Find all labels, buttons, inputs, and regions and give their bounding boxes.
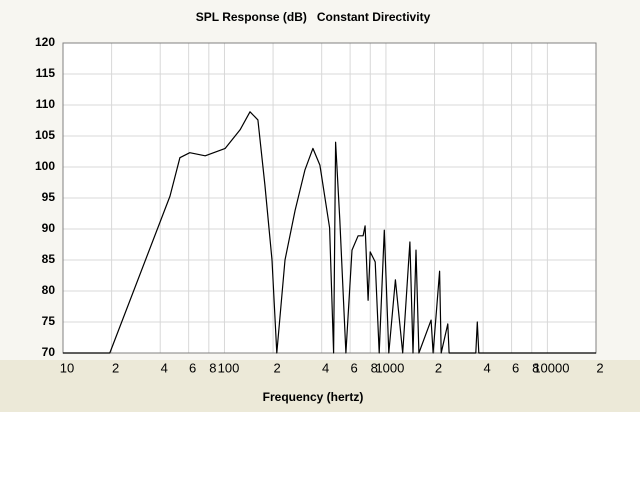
x-tick-label: 10 bbox=[60, 360, 74, 375]
x-tick-label: 8 bbox=[371, 360, 378, 375]
x-tick-label: 1000 bbox=[375, 360, 404, 375]
x-tick-label: 2 bbox=[596, 360, 603, 375]
y-tick-label: 75 bbox=[42, 314, 56, 328]
x-tick-label: 6 bbox=[189, 360, 196, 375]
y-tick-label: 120 bbox=[35, 35, 55, 49]
x-tick-label: 2 bbox=[112, 360, 119, 375]
chart-title: SPL Response (dB) Constant Directivity bbox=[196, 10, 431, 24]
y-tick-label: 110 bbox=[36, 97, 56, 111]
spl-line bbox=[63, 111, 596, 354]
y-tick-label: 80 bbox=[42, 283, 56, 297]
x-tick-label: 100 bbox=[218, 360, 240, 375]
y-tick-label: 105 bbox=[35, 128, 55, 142]
x-tick-label: 2 bbox=[435, 360, 442, 375]
plot-frame bbox=[62, 42, 597, 354]
x-tick-label: 10000 bbox=[533, 360, 569, 375]
x-tick-label: 2 bbox=[273, 360, 280, 375]
y-tick-label: 70 bbox=[42, 345, 56, 359]
y-tick-label: 85 bbox=[42, 252, 56, 266]
axis-band bbox=[0, 360, 640, 412]
x-tick-label: 6 bbox=[512, 360, 519, 375]
y-tick-label: 115 bbox=[36, 66, 56, 80]
y-tick-label: 90 bbox=[42, 221, 56, 235]
x-tick-label: 4 bbox=[484, 360, 491, 375]
x-axis-label: Frequency (hertz) bbox=[263, 390, 364, 404]
y-tick-label: 95 bbox=[42, 190, 56, 204]
x-tick-label: 6 bbox=[350, 360, 357, 375]
x-tick-label: 8 bbox=[209, 360, 216, 375]
y-tick-label: 100 bbox=[35, 159, 55, 173]
x-tick-label: 4 bbox=[322, 360, 329, 375]
x-tick-label: 8 bbox=[532, 360, 539, 375]
x-tick-label: 4 bbox=[161, 360, 168, 375]
